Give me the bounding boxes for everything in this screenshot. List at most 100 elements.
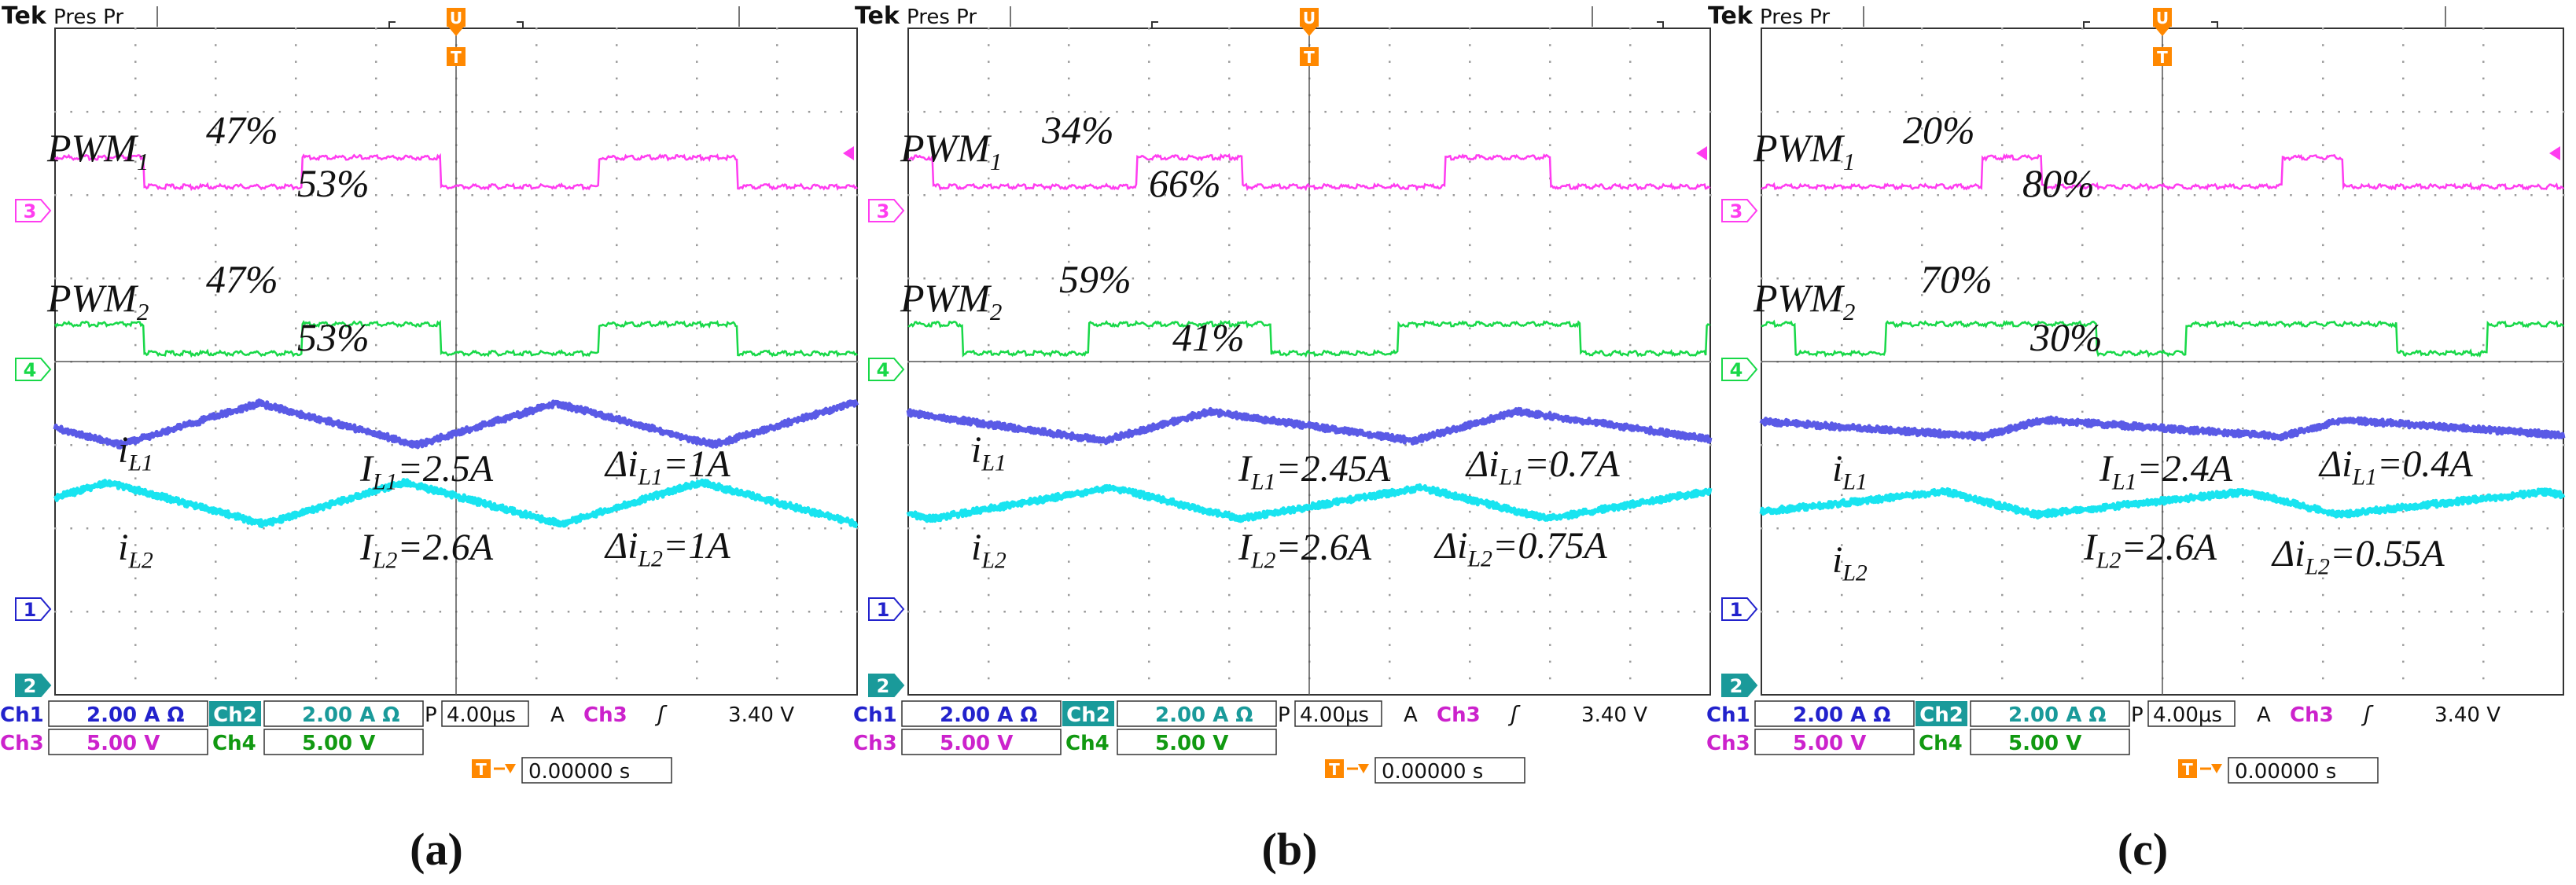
grid-dot: [616, 160, 618, 163]
grid-dot: [407, 527, 410, 530]
grid-dot: [1084, 527, 1086, 530]
grid-dot: [2402, 111, 2405, 113]
il1-average-label: IL1=2.4A: [2099, 448, 2233, 495]
grid-dot: [1228, 144, 1231, 146]
grid-dot: [359, 111, 362, 113]
grid-dot: [375, 560, 377, 563]
il2-ripple-label-value: =1A: [663, 525, 730, 567]
grid-dot: [1841, 660, 1843, 663]
grid-dot: [134, 377, 137, 380]
grid-dot: [2049, 111, 2052, 113]
grid-dot: [2402, 444, 2405, 446]
grid-dot: [215, 527, 217, 530]
grid-dot: [1148, 294, 1150, 296]
channel-marker-ch3-label: 3: [1730, 200, 1743, 222]
grid-dot: [1500, 444, 1503, 446]
grid-dot: [295, 61, 297, 63]
grid-dot: [1196, 444, 1198, 446]
grid-dot: [2001, 677, 2004, 680]
grid-dot: [1003, 611, 1006, 613]
grid-dot: [2402, 677, 2405, 680]
grid-dot: [1857, 277, 1859, 280]
grid-dot: [1629, 377, 1632, 380]
grid-dot: [2418, 277, 2420, 280]
grid-dot: [2001, 294, 2004, 296]
grid-dot: [1469, 111, 1471, 113]
grid-dot: [1565, 527, 1567, 530]
grid-dot: [215, 28, 217, 30]
grid-dot: [215, 377, 217, 380]
grid-dot: [278, 527, 282, 530]
grid-dot: [2402, 394, 2405, 396]
grid-dot: [2466, 611, 2469, 613]
grid-dot: [1792, 194, 1795, 196]
grid-dot: [535, 577, 538, 580]
grid-dot: [1389, 510, 1391, 513]
grid-dot: [375, 494, 377, 497]
grid-dot: [1776, 527, 1779, 530]
grid-dot: [519, 194, 522, 196]
trigger-channel: Ch3: [583, 703, 627, 727]
grid-dot: [1228, 494, 1231, 497]
grid-dot: [311, 444, 313, 446]
grid-dot: [2242, 560, 2244, 563]
grid-dot: [2081, 277, 2084, 280]
grid-dot: [1469, 244, 1471, 247]
grid-dot: [2482, 61, 2485, 63]
grid-dot: [215, 77, 217, 80]
grid-dot: [1228, 111, 1231, 113]
grid-dot: [471, 277, 473, 280]
grid-dot: [1549, 194, 1551, 196]
pwm1-high-duty: 20%: [1903, 108, 1975, 152]
grid-dot: [808, 194, 811, 196]
grid-dot: [134, 194, 137, 196]
grid-dot: [134, 277, 137, 280]
grid-dot: [2081, 127, 2084, 130]
grid-dot: [792, 527, 794, 530]
grid-dot: [1469, 277, 1471, 280]
grid-dot: [535, 510, 538, 513]
grid-dot: [2242, 461, 2244, 463]
ch2-readout-box: [1970, 700, 2130, 727]
trigger-position-label: U: [1303, 9, 1316, 28]
grid-dot: [1389, 377, 1391, 380]
grid-dot: [696, 577, 698, 580]
grid-dot: [1228, 310, 1231, 313]
trigger-slope-icon: ʃ: [1507, 701, 1521, 727]
grid-dot: [1469, 611, 1471, 613]
grid-dot: [988, 377, 990, 380]
grid-dot: [215, 244, 217, 247]
grid-dot: [2402, 177, 2405, 180]
grid-dot: [647, 611, 650, 613]
grid-dot: [2402, 160, 2405, 163]
grid-dot: [311, 194, 313, 196]
grid-dot: [311, 527, 313, 530]
grid-dot: [2290, 444, 2292, 446]
grid-dot: [696, 111, 698, 113]
grid-dot: [535, 211, 538, 213]
grid-dot: [616, 410, 618, 413]
grid-dot: [1629, 627, 1632, 630]
acquisition-mode-label: Pres Pr: [53, 6, 123, 29]
grid-dot: [1921, 377, 1923, 380]
grid-dot: [375, 377, 377, 380]
grid-dot: [907, 194, 910, 196]
grid-dot: [295, 111, 297, 113]
grid-dot: [2033, 277, 2036, 280]
grid-dot: [2113, 111, 2116, 113]
il2-ripple-label-value: =0.55A: [2330, 533, 2445, 575]
grid-dot: [134, 260, 137, 263]
grid-dot: [744, 611, 746, 613]
il1-ripple-label-value: =0.7A: [1524, 443, 1620, 485]
grid-dot: [2081, 611, 2084, 613]
grid-dot: [616, 61, 618, 63]
pwm1-label-main: PWM: [46, 126, 138, 170]
grid-dot: [278, 111, 282, 113]
timebase-box: [441, 700, 529, 727]
grid-dot: [1179, 277, 1183, 280]
il1-label: iL1: [1832, 448, 1868, 495]
grid-dot: [1629, 28, 1632, 30]
grid-dot: [1148, 527, 1150, 530]
grid-dot: [70, 611, 72, 613]
grid-dot: [2498, 111, 2501, 113]
